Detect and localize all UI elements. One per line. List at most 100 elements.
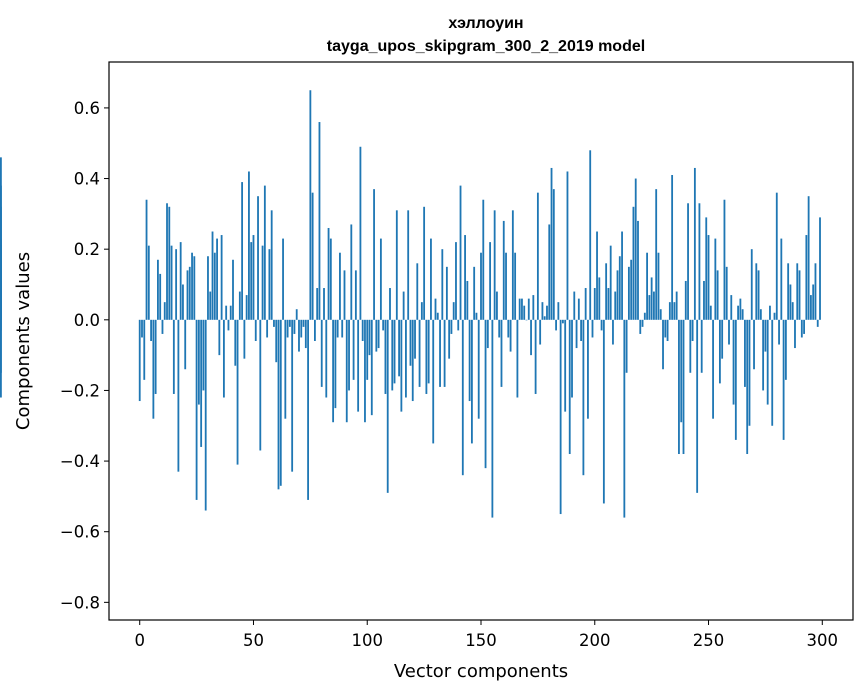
bar bbox=[703, 280, 705, 320]
bar bbox=[416, 263, 419, 320]
bar bbox=[643, 312, 646, 320]
bar bbox=[502, 220, 505, 320]
bar bbox=[304, 319, 307, 349]
bar bbox=[211, 231, 214, 320]
bar bbox=[420, 302, 423, 320]
bar bbox=[737, 305, 740, 320]
bar bbox=[254, 319, 257, 341]
bar bbox=[536, 192, 539, 320]
bar bbox=[450, 319, 453, 334]
bar bbox=[186, 270, 189, 320]
bar bbox=[434, 298, 437, 320]
bar bbox=[339, 252, 341, 320]
bar bbox=[641, 319, 644, 327]
bar bbox=[575, 319, 578, 349]
bar bbox=[616, 270, 619, 320]
bar bbox=[441, 249, 444, 320]
bar bbox=[368, 319, 371, 356]
bar bbox=[614, 291, 617, 320]
bar bbox=[769, 305, 771, 320]
bar bbox=[266, 319, 269, 338]
bar bbox=[582, 319, 585, 476]
bar bbox=[509, 319, 512, 352]
bar bbox=[389, 288, 391, 320]
bar bbox=[746, 319, 749, 455]
bar bbox=[227, 319, 230, 331]
bar bbox=[348, 319, 350, 391]
bar bbox=[709, 305, 712, 320]
bar bbox=[452, 302, 455, 320]
bar bbox=[279, 319, 282, 486]
bar bbox=[759, 309, 762, 320]
bar bbox=[261, 245, 264, 320]
bar bbox=[577, 298, 580, 320]
bar bbox=[489, 242, 492, 320]
bar bbox=[784, 319, 787, 380]
bar bbox=[350, 224, 353, 320]
bar bbox=[414, 319, 416, 359]
x-tick-label: 150 bbox=[465, 631, 497, 650]
bar bbox=[182, 284, 184, 320]
y-tick-label: 0.2 bbox=[74, 240, 100, 259]
bar bbox=[400, 319, 403, 412]
bar bbox=[366, 319, 369, 380]
bar bbox=[379, 238, 382, 320]
bar bbox=[680, 319, 683, 423]
bar bbox=[448, 319, 451, 359]
bar bbox=[204, 319, 207, 511]
bar bbox=[238, 291, 241, 320]
bar bbox=[445, 266, 448, 320]
bar bbox=[627, 266, 630, 320]
y-axis-label: Components values bbox=[13, 252, 34, 430]
bar bbox=[568, 319, 571, 455]
bar bbox=[791, 302, 794, 320]
bar bbox=[819, 217, 821, 320]
bar bbox=[705, 217, 708, 320]
x-tick-label: 50 bbox=[243, 631, 264, 650]
bar bbox=[166, 203, 168, 320]
bar bbox=[168, 206, 171, 320]
bar bbox=[732, 319, 735, 405]
bar bbox=[766, 319, 769, 405]
bar bbox=[600, 319, 603, 331]
bar bbox=[195, 319, 198, 500]
bar bbox=[573, 291, 576, 320]
bar bbox=[800, 319, 803, 338]
bar bbox=[384, 319, 387, 394]
bar bbox=[0, 319, 2, 373]
bar bbox=[580, 319, 583, 341]
bar bbox=[277, 319, 280, 490]
bar bbox=[0, 245, 2, 320]
bar bbox=[177, 319, 180, 472]
bar bbox=[493, 210, 496, 320]
bar bbox=[307, 319, 309, 500]
bar bbox=[336, 319, 339, 338]
bar bbox=[432, 319, 435, 444]
bar bbox=[298, 319, 300, 352]
bar bbox=[546, 305, 548, 320]
bar bbox=[684, 280, 687, 320]
bar bbox=[457, 319, 460, 331]
bar bbox=[678, 319, 680, 455]
bar bbox=[491, 319, 494, 518]
bar bbox=[771, 319, 774, 426]
bar bbox=[552, 189, 555, 320]
bar bbox=[191, 252, 193, 320]
bar bbox=[443, 319, 446, 387]
bar bbox=[402, 291, 405, 320]
bar bbox=[245, 295, 248, 320]
bar bbox=[728, 319, 730, 345]
bar bbox=[175, 249, 178, 320]
bar bbox=[391, 319, 394, 391]
bar bbox=[375, 319, 378, 352]
bar bbox=[673, 302, 676, 320]
bar bbox=[370, 319, 373, 416]
bar bbox=[154, 319, 157, 394]
bar bbox=[810, 295, 812, 320]
bar bbox=[236, 319, 239, 465]
bar bbox=[398, 319, 400, 377]
bar bbox=[598, 277, 601, 320]
bar bbox=[222, 319, 225, 398]
y-tick-label: 0.6 bbox=[74, 99, 100, 118]
